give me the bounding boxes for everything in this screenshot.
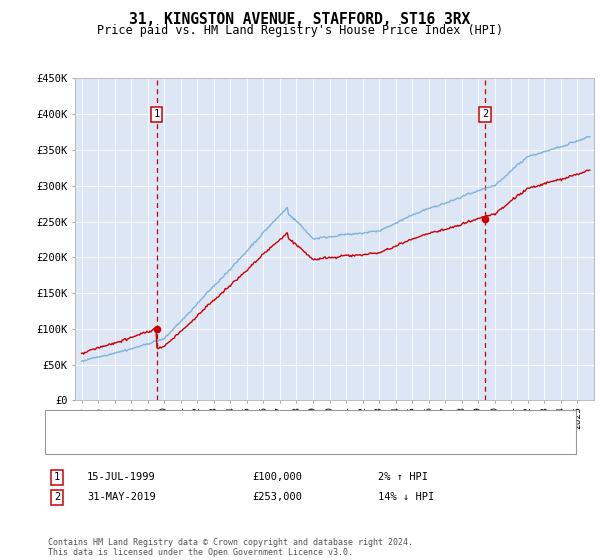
- Text: 2% ↑ HPI: 2% ↑ HPI: [378, 472, 428, 482]
- Text: 31-MAY-2019: 31-MAY-2019: [87, 492, 156, 502]
- Text: 2: 2: [54, 492, 60, 502]
- Text: £253,000: £253,000: [252, 492, 302, 502]
- Text: 2: 2: [482, 109, 488, 119]
- Text: £100,000: £100,000: [252, 472, 302, 482]
- Text: Price paid vs. HM Land Registry's House Price Index (HPI): Price paid vs. HM Land Registry's House …: [97, 24, 503, 36]
- Text: 1: 1: [154, 109, 160, 119]
- Text: 1: 1: [54, 472, 60, 482]
- Text: 15-JUL-1999: 15-JUL-1999: [87, 472, 156, 482]
- Text: Contains HM Land Registry data © Crown copyright and database right 2024.
This d: Contains HM Land Registry data © Crown c…: [48, 538, 413, 557]
- Text: HPI: Average price, detached house, Stafford: HPI: Average price, detached house, Staf…: [99, 436, 363, 446]
- Text: 14% ↓ HPI: 14% ↓ HPI: [378, 492, 434, 502]
- Text: 31, KINGSTON AVENUE, STAFFORD, ST16 3RX: 31, KINGSTON AVENUE, STAFFORD, ST16 3RX: [130, 12, 470, 27]
- Text: 31, KINGSTON AVENUE, STAFFORD, ST16 3RX (detached house): 31, KINGSTON AVENUE, STAFFORD, ST16 3RX …: [99, 418, 435, 428]
